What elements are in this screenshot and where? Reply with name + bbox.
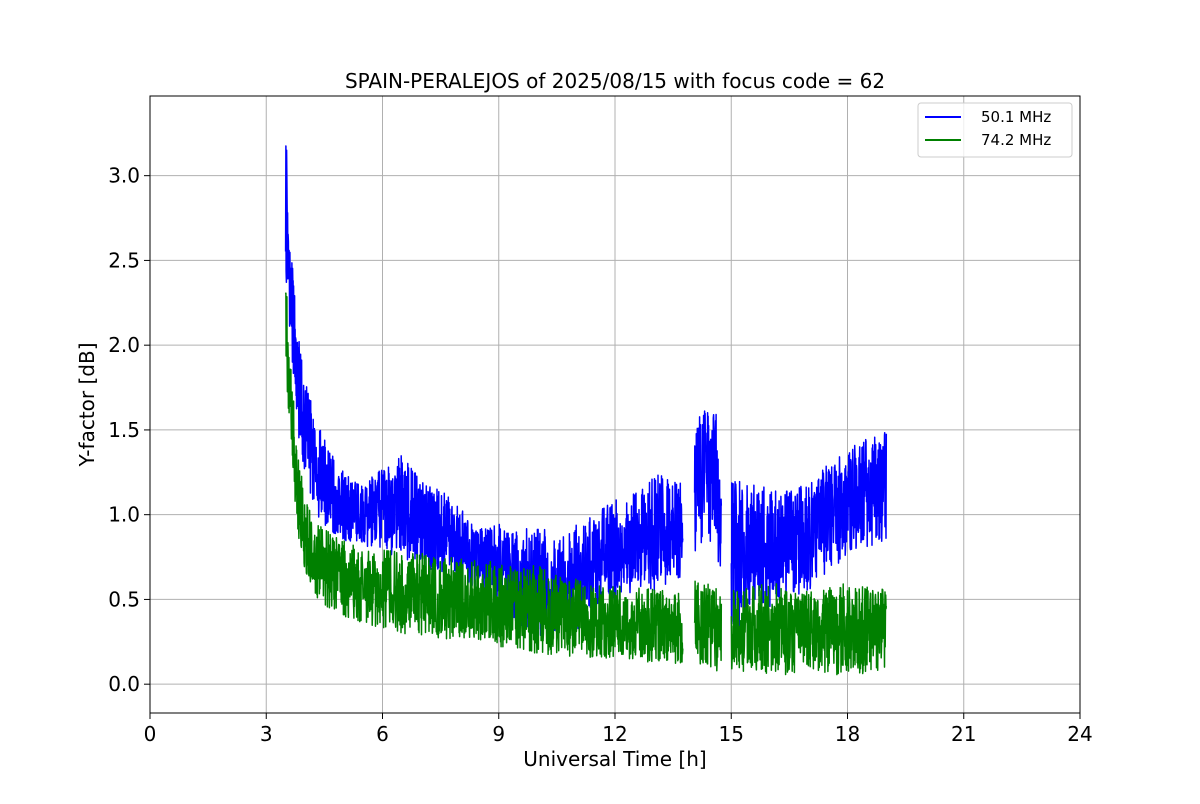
series-line-50-1-mhz	[284, 145, 888, 641]
x-tick-label: 0	[144, 722, 157, 746]
chart-title: SPAIN-PERALEJOS of 2025/08/15 with focus…	[345, 69, 885, 93]
y-tick-label: 1.0	[108, 503, 140, 527]
x-tick-label: 24	[1067, 722, 1092, 746]
y-axis-label: Y-factor [dB]	[75, 342, 99, 467]
x-tick-label: 18	[835, 722, 860, 746]
y-tick-label: 2.0	[108, 333, 140, 357]
x-axis-label: Universal Time [h]	[523, 747, 706, 771]
y-tick-label: 3.0	[108, 164, 140, 188]
legend-label-74-2-mhz: 74.2 MHz	[981, 131, 1051, 149]
x-tick-label: 3	[260, 722, 273, 746]
x-tick-label: 15	[719, 722, 744, 746]
x-tick-label: 21	[951, 722, 976, 746]
x-tick-label: 12	[602, 722, 627, 746]
y-tick-label: 0.5	[108, 587, 140, 611]
legend-label-50-1-mhz: 50.1 MHz	[981, 108, 1051, 126]
y-tick-label: 2.5	[108, 248, 140, 272]
y-tick-label: 0.0	[108, 672, 140, 696]
axis-ticks: 0 3 6 9 12 15 18 21 24 0.0 0.5 1.0 1.5 2.0 2.5 3.0	[108, 164, 1093, 746]
x-tick-label: 9	[492, 722, 505, 746]
legend: 50.1 MHz 74.2 MHz	[917, 102, 1073, 158]
x-tick-label: 6	[376, 722, 389, 746]
series-layer	[284, 145, 888, 676]
series-line-74-2-mhz	[284, 292, 888, 676]
y-tick-label: 1.5	[108, 418, 140, 442]
